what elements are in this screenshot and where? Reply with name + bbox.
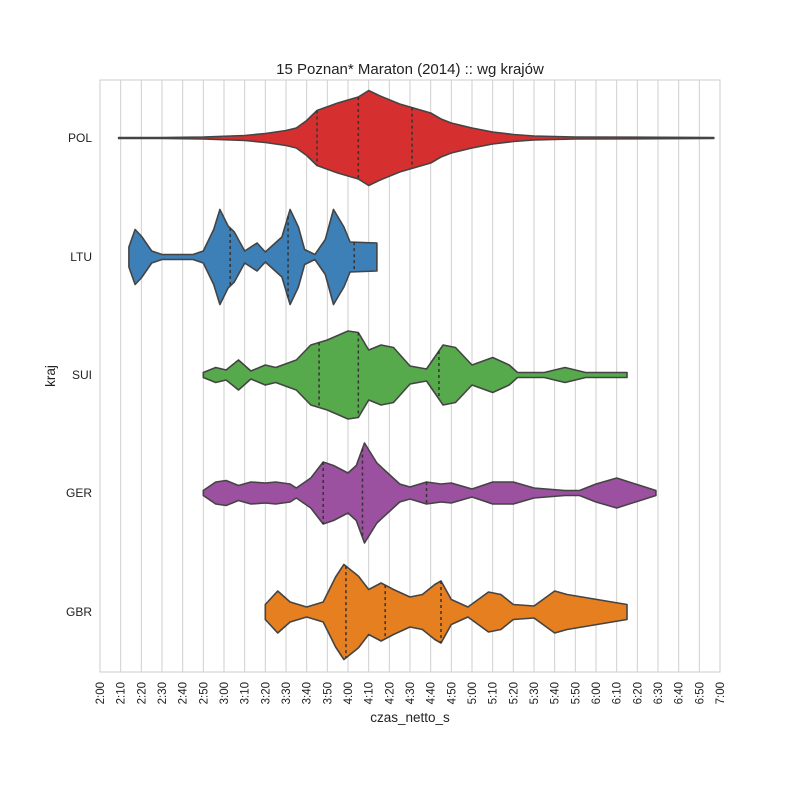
x-tick-label: 5:10	[488, 682, 500, 704]
y-tick-label: POL	[68, 131, 92, 145]
x-tick-label: 6:20	[632, 682, 644, 704]
x-tick-label: 6:00	[591, 682, 603, 704]
x-tick-label: 6:50	[694, 682, 706, 704]
x-tick-label: 4:10	[364, 682, 376, 704]
x-tick-label: 3:20	[260, 682, 272, 704]
x-tick-label: 2:50	[198, 682, 210, 704]
x-tick-label: 6:10	[612, 682, 624, 704]
x-tick-label: 3:00	[219, 682, 231, 704]
y-tick-label: GBR	[66, 605, 92, 619]
y-tick-label: GER	[66, 486, 92, 500]
x-tick-label: 6:30	[653, 682, 665, 704]
violin-pol	[117, 89, 715, 187]
x-tick-label: 4:20	[384, 682, 396, 704]
x-tick-label: 3:10	[240, 682, 252, 704]
violin-ltu	[128, 208, 378, 306]
violin-gbr	[264, 563, 628, 661]
x-tick-label: 7:00	[715, 682, 727, 704]
x-tick-label: 4:40	[426, 682, 438, 704]
x-tick-label: 5:50	[570, 682, 582, 704]
x-tick-label: 5:30	[529, 682, 541, 704]
x-tick-label: 2:20	[136, 682, 148, 704]
x-tick-label: 2:40	[178, 682, 190, 704]
x-tick-label: 4:50	[446, 682, 458, 704]
violin-ger	[202, 442, 657, 544]
axis-ticks: 2:00 2:10 2:20 2:30 2:40 2:50 3:00 3:10 3:20 3:30…	[66, 131, 727, 704]
x-tick-label: 6:40	[674, 682, 686, 704]
x-tick-label: 3:40	[302, 682, 314, 704]
y-tick-label: SUI	[72, 368, 92, 382]
violins	[117, 89, 715, 661]
x-tick-label: 3:50	[322, 682, 334, 704]
plot-area-frame	[99, 79, 721, 673]
x-tick-label: 2:30	[157, 682, 169, 704]
x-tick-label: 5:40	[550, 682, 562, 704]
chart-title: 15 Poznan* Maraton (2014) :: wg krajów	[276, 61, 544, 78]
x-axis-label: czas_netto_s	[370, 710, 450, 725]
x-tick-label: 5:00	[467, 682, 479, 704]
x-tick-label: 2:00	[95, 682, 107, 704]
y-tick-label: LTU	[70, 250, 92, 264]
x-tick-label: 3:30	[281, 682, 293, 704]
x-tick-label: 4:00	[343, 682, 355, 704]
x-tick-label: 2:10	[116, 682, 128, 704]
x-tick-label: 4:30	[405, 682, 417, 704]
x-tick-label: 5:20	[508, 682, 520, 704]
violin-sui	[202, 330, 628, 420]
y-axis-label: kraj	[43, 365, 58, 387]
